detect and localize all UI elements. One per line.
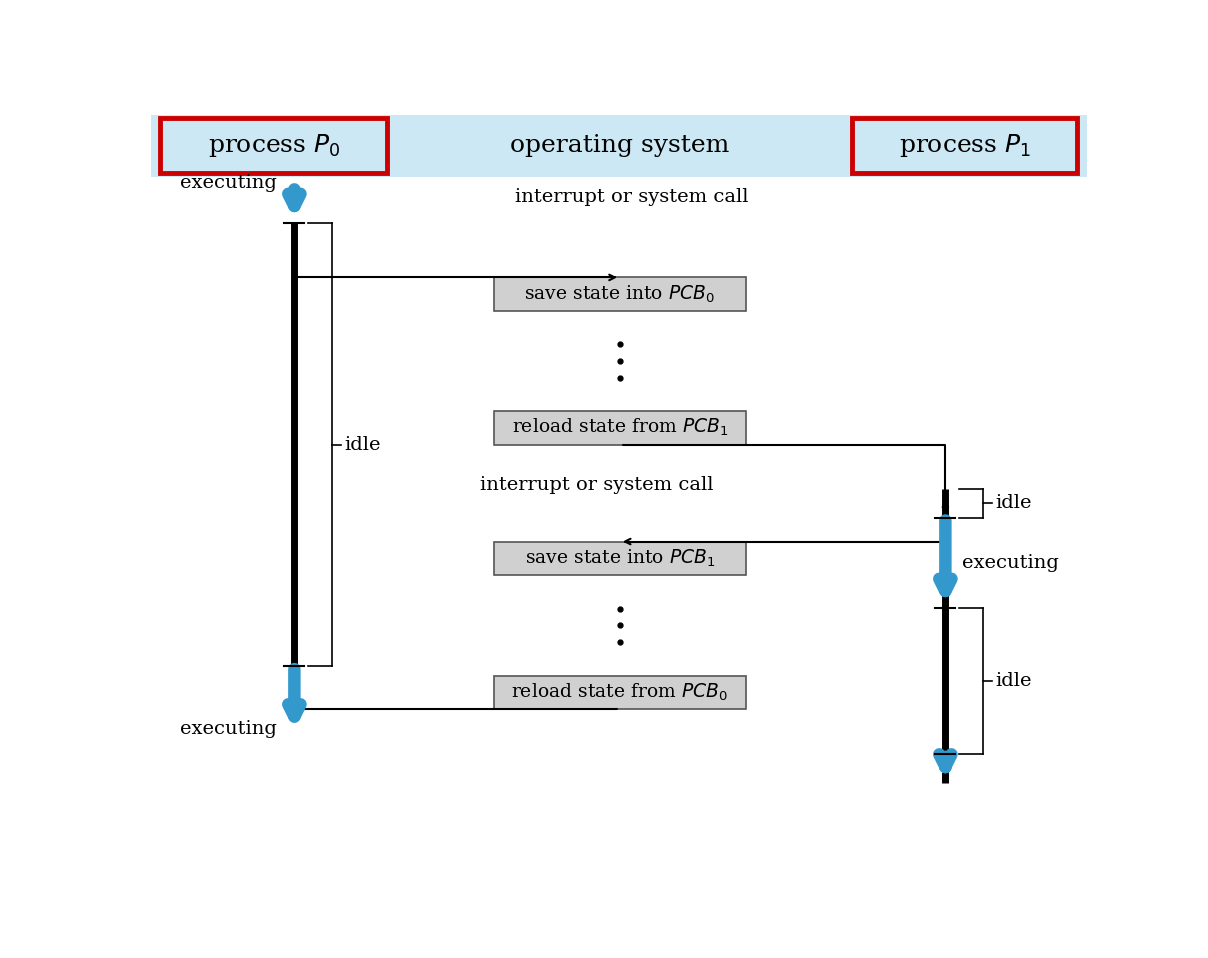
Text: save state into $PCB_1$: save state into $PCB_1$ [524, 548, 715, 569]
Text: reload state from $PCB_0$: reload state from $PCB_0$ [511, 682, 728, 703]
Bar [494, 541, 745, 576]
Bar [151, 115, 1087, 176]
Text: executing: executing [963, 554, 1059, 572]
Text: executing: executing [180, 173, 278, 192]
Text: reload state from $PCB_1$: reload state from $PCB_1$ [511, 417, 728, 438]
Bar [494, 675, 745, 710]
Bar [494, 278, 745, 311]
Text: interrupt or system call: interrupt or system call [480, 475, 714, 493]
Text: idle: idle [995, 494, 1033, 513]
Text: process $P_0$: process $P_0$ [208, 132, 339, 159]
Text: save state into $PCB_0$: save state into $PCB_0$ [524, 284, 715, 305]
Text: operating system: operating system [510, 134, 730, 157]
Text: executing: executing [180, 720, 278, 739]
Bar [494, 411, 745, 445]
Text: idle: idle [995, 672, 1033, 690]
Text: idle: idle [344, 436, 382, 453]
Bar [853, 118, 1078, 173]
Bar [161, 118, 388, 173]
Text: process $P_1$: process $P_1$ [899, 132, 1030, 159]
Text: interrupt or system call: interrupt or system call [515, 188, 748, 206]
